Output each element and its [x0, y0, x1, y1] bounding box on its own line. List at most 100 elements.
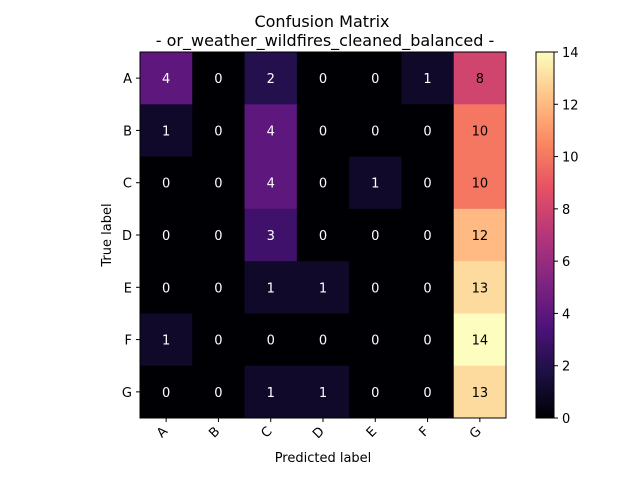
heatmap-cell	[140, 313, 193, 367]
cell-value-label: 0	[162, 281, 170, 296]
cell-value-label: 0	[214, 72, 222, 87]
cell-value-label: 8	[476, 72, 484, 87]
heatmap-cell	[349, 104, 402, 158]
heatmap-cell-labels: 4 0 2 0 0 1 81 0 4 0 0 0 100 0 4 0 1 0 100 0 3 0 0 0 120 0 1 1 0 0 131…	[162, 72, 488, 401]
heatmap-cell	[349, 365, 402, 419]
colorbar-tick-label: 0	[562, 412, 570, 427]
colorbar-tick-label: 6	[562, 255, 570, 270]
colorbar-tick-label: 2	[562, 360, 570, 375]
cell-value-label: 0	[371, 229, 379, 244]
cell-value-label: 0	[214, 386, 222, 401]
y-tick-label: G	[122, 386, 132, 401]
x-tick-label: D	[310, 424, 328, 442]
heatmap-cell	[140, 365, 193, 419]
heatmap-cell	[349, 208, 402, 262]
cell-value-label: 13	[472, 281, 489, 296]
heatmap-cell	[140, 104, 193, 158]
x-tick-label: G	[467, 424, 485, 442]
cell-value-label: 4	[267, 124, 275, 139]
heatmap-cell	[244, 313, 298, 367]
y-tick-label: E	[124, 281, 132, 296]
heatmap-cell	[244, 156, 298, 210]
y-tick-label: A	[123, 72, 132, 87]
cell-value-label: 1	[371, 177, 379, 192]
x-tick-label: A	[154, 424, 171, 441]
cell-value-label: 1	[267, 281, 275, 296]
colorbar	[535, 51, 555, 419]
heatmap-cell	[296, 313, 350, 367]
heatmap-cell	[192, 156, 246, 210]
heatmap-cell	[453, 261, 507, 314]
cell-value-label: 4	[267, 177, 275, 192]
cell-value-label: 0	[423, 281, 431, 296]
cell-value-label: 10	[472, 124, 489, 139]
cell-value-label: 14	[472, 334, 489, 349]
heatmap-cell	[453, 52, 507, 105]
heatmap-cell	[244, 104, 298, 158]
x-axis-ticks: A B C D E F G	[154, 418, 485, 442]
y-tick-label: C	[123, 177, 132, 192]
heatmap-cell	[296, 365, 350, 419]
heatmap-cell	[140, 208, 193, 262]
x-tick-label: E	[364, 424, 380, 440]
cell-value-label: 0	[371, 124, 379, 139]
heatmap-cell	[296, 156, 350, 210]
heatmap-cell	[349, 156, 402, 210]
heatmap-cell	[296, 52, 350, 105]
heatmap-cell	[349, 261, 402, 314]
cell-value-label: 1	[162, 334, 170, 349]
cell-value-label: 3	[267, 229, 275, 244]
cell-value-label: 0	[214, 177, 222, 192]
cell-value-label: 0	[371, 281, 379, 296]
heatmap-cell	[401, 208, 455, 262]
cell-value-label: 0	[162, 386, 170, 401]
heatmap-cell	[401, 261, 455, 314]
cell-value-label: 0	[214, 334, 222, 349]
cell-value-label: 1	[423, 72, 431, 87]
cell-value-label: 0	[214, 281, 222, 296]
cell-value-label: 0	[267, 334, 275, 349]
cell-value-label: 0	[162, 177, 170, 192]
cell-value-label: 13	[472, 386, 489, 401]
chart-subtitle: - or_weather_wildfires_cleaned_balanced …	[156, 31, 494, 51]
x-tick-label: B	[206, 424, 223, 441]
cell-value-label: 0	[371, 72, 379, 87]
cell-value-label: 0	[371, 334, 379, 349]
heatmap-cell	[453, 313, 507, 367]
heatmap-cell	[192, 208, 246, 262]
heatmap-cell	[140, 156, 193, 210]
y-tick-label: B	[123, 124, 132, 139]
heatmap-cell	[401, 156, 455, 210]
x-tick-label: C	[259, 424, 276, 441]
cell-value-label: 0	[319, 334, 327, 349]
cell-value-label: 0	[319, 72, 327, 87]
cell-value-label: 0	[423, 124, 431, 139]
heatmap-cell	[453, 156, 507, 210]
colorbar-tick-label: 10	[562, 151, 579, 166]
cell-value-label: 12	[472, 229, 489, 244]
colorbar-tick-label: 8	[562, 203, 570, 218]
cell-value-label: 1	[267, 386, 275, 401]
y-tick-label: F	[125, 334, 132, 349]
heatmap-cell	[192, 365, 246, 419]
y-axis-label: True label	[100, 203, 115, 267]
cell-value-label: 4	[162, 72, 170, 87]
heatmap-cell	[401, 365, 455, 419]
colorbar-tick-label: 14	[562, 46, 579, 61]
cell-value-label: 2	[267, 72, 275, 87]
heatmap-cell	[296, 104, 350, 158]
heatmap-cell	[244, 208, 298, 262]
chart-title: Confusion Matrix	[254, 12, 389, 31]
heatmap-cell	[244, 261, 298, 314]
heatmap-cell	[192, 52, 246, 105]
cell-value-label: 0	[319, 229, 327, 244]
cell-value-label: 1	[319, 281, 327, 296]
heatmap-cell	[296, 261, 350, 314]
heatmap-cell	[140, 52, 193, 105]
x-axis-label: Predicted label	[275, 451, 372, 466]
y-axis-ticks: A B C D E F G	[122, 72, 140, 401]
heatmap-cell	[453, 104, 507, 158]
cell-value-label: 10	[472, 177, 489, 192]
cell-value-label: 0	[423, 177, 431, 192]
